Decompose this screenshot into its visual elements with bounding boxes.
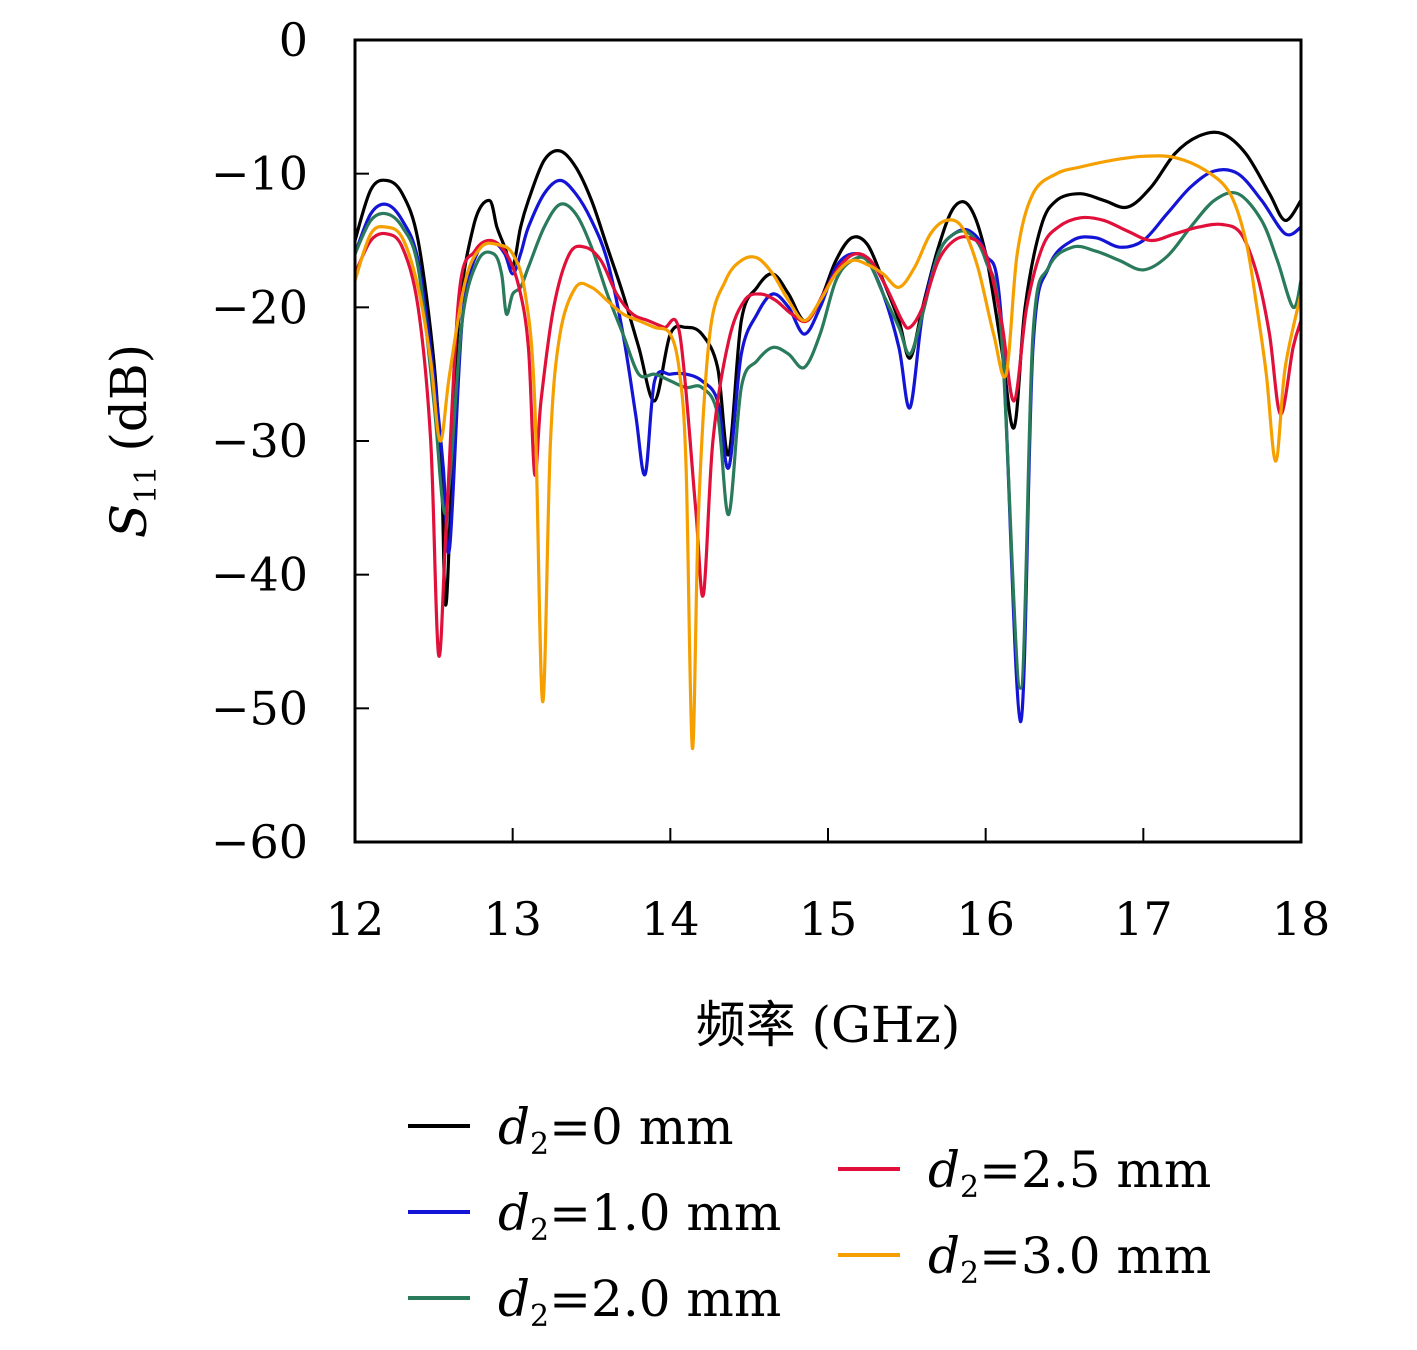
y-tick-label: −60 xyxy=(211,815,308,869)
legend-label-var: d xyxy=(498,1270,530,1328)
x-tick-label: 16 xyxy=(956,892,1015,946)
legend-label-rest: =0 mm xyxy=(549,1098,733,1156)
legend-item: d2=3.0 mm xyxy=(838,1227,1211,1291)
x-tick-label: 14 xyxy=(641,892,700,946)
legend-item: d2=2.5 mm xyxy=(838,1141,1211,1205)
legend-label: d2=1.0 mm xyxy=(498,1184,781,1248)
y-tick-label: −50 xyxy=(211,681,308,735)
legend-label-sub: 2 xyxy=(960,1170,979,1205)
legend-label: d2=3.0 mm xyxy=(928,1227,1211,1291)
legend-label-var: d xyxy=(928,1141,960,1199)
y-axis-subscript: 11 xyxy=(129,466,164,504)
y-tick-label: −40 xyxy=(211,548,308,602)
y-tick-label: 0 xyxy=(279,13,308,67)
legend-label-sub: 2 xyxy=(530,1299,549,1334)
y-tick-label: −10 xyxy=(211,147,308,201)
y-axis-unit: (dB) xyxy=(100,344,158,452)
legend-item: d2=1.0 mm xyxy=(408,1184,781,1248)
x-tick-label: 17 xyxy=(1114,892,1173,946)
legend-label-sub: 2 xyxy=(530,1213,549,1248)
y-tick-label: −20 xyxy=(211,280,308,334)
legend-label-rest: =1.0 mm xyxy=(549,1184,781,1242)
legend-label-rest: =2.0 mm xyxy=(549,1270,781,1328)
legend-label: d2=0 mm xyxy=(498,1098,734,1162)
legend-item: d2=0 mm xyxy=(408,1098,734,1162)
plot-frame xyxy=(353,38,1303,844)
series-line-4 xyxy=(353,154,1303,751)
legend-label-sub: 2 xyxy=(960,1256,979,1291)
series-line-0 xyxy=(353,130,1303,607)
legend-item: d2=2.0 mm xyxy=(408,1270,781,1334)
legend-label-rest: =3.0 mm xyxy=(979,1227,1211,1285)
y-tick-label: −30 xyxy=(211,414,308,468)
series-layer xyxy=(353,130,1303,751)
series-line-3 xyxy=(353,215,1303,658)
x-tick-label: 13 xyxy=(483,892,542,946)
legend-label-sub: 2 xyxy=(530,1127,549,1162)
x-tick-label: 18 xyxy=(1272,892,1331,946)
x-axis-title: 频率 (GHz) xyxy=(696,996,961,1054)
series-line-2 xyxy=(353,190,1303,690)
legend-label-var: d xyxy=(498,1184,530,1242)
y-axis-symbol: S xyxy=(100,504,158,538)
legend-label: d2=2.5 mm xyxy=(928,1141,1211,1205)
legend-label-var: d xyxy=(928,1227,960,1285)
legend-label-var: d xyxy=(498,1098,530,1156)
x-tick-label: 15 xyxy=(799,892,858,946)
ticks-layer: 12 13 14 15 16 17 18 0 −10 −20 −30 −40 −50 −60 xyxy=(211,13,1330,946)
y-axis-title: S11 (dB) xyxy=(100,344,164,538)
legend-label-rest: =2.5 mm xyxy=(979,1141,1211,1199)
x-tick-label: 12 xyxy=(326,892,385,946)
legend-label: d2=2.0 mm xyxy=(498,1270,781,1334)
series-line-1 xyxy=(353,167,1302,724)
